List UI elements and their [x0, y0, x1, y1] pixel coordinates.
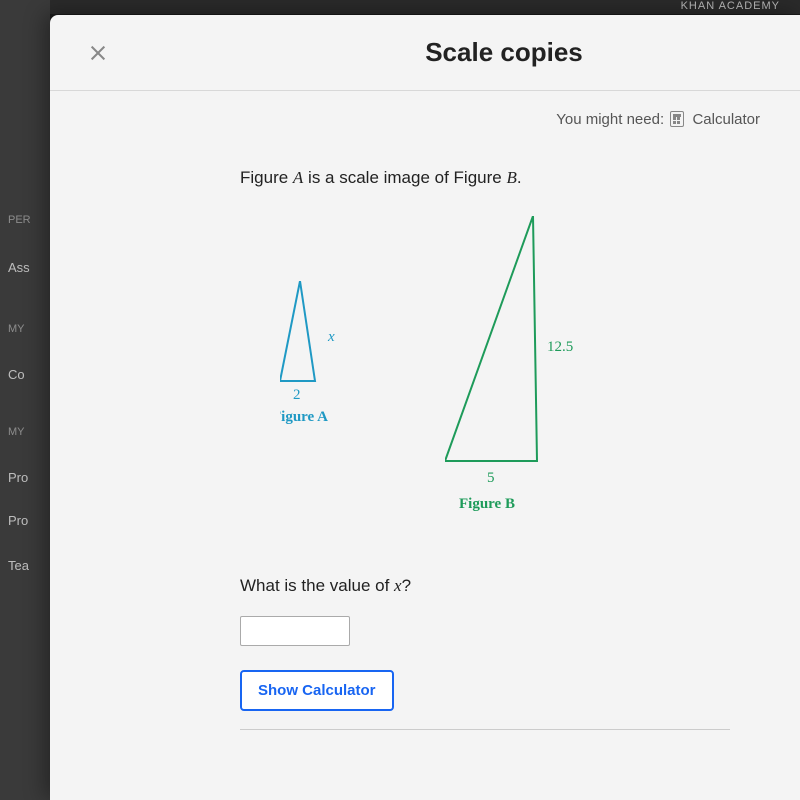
sidebar-label: Tea [0, 554, 50, 577]
helper-tool: Calculator [692, 111, 760, 128]
sidebar-label: Co [0, 363, 50, 386]
figure-a-side-value: x [327, 329, 335, 345]
sidebar-label: MY [0, 422, 50, 442]
figures-area: x 2 Figure A 12.5 5 Figure B [240, 216, 730, 546]
calculator-icon [670, 111, 684, 127]
divider [240, 729, 730, 730]
question-segment: ? [402, 576, 411, 595]
close-icon[interactable] [88, 43, 108, 63]
prompt-segment: . [517, 168, 522, 187]
helper-text: You might need: Calculator [80, 111, 770, 128]
question-segment: What is the value of [240, 576, 394, 595]
figure-a: x 2 Figure A [280, 281, 360, 441]
top-bar-text: KHAN ACADEMY [0, 0, 800, 14]
figure-a-base-value: 2 [293, 387, 301, 403]
figure-a-triangle [280, 281, 315, 381]
helper-prefix: You might need: [556, 111, 664, 128]
figure-b-base-value: 5 [487, 470, 495, 486]
panel-header: Scale copies [50, 15, 800, 91]
sidebar-label: PER [0, 210, 50, 230]
prompt-var-a: A [293, 168, 303, 187]
prompt-var-b: B [506, 168, 516, 187]
answer-input[interactable] [240, 616, 350, 646]
panel-body: You might need: Calculator Figure A is a… [50, 91, 800, 800]
sidebar-label: MY [0, 319, 50, 339]
figure-a-label: Figure A [280, 409, 328, 425]
sidebar-label: Pro [0, 509, 50, 532]
background-sidebar: PER Ass MY Co MY Pro Pro Tea [0, 0, 50, 800]
figure-b: 12.5 5 Figure B [445, 216, 595, 521]
prompt-segment: is a scale image of Figure [303, 168, 506, 187]
show-calculator-button[interactable]: Show Calculator [240, 670, 394, 711]
figure-b-side-value: 12.5 [547, 339, 573, 355]
prompt-text: Figure A is a scale image of Figure B. [240, 168, 730, 188]
exercise-panel: Scale copies You might need: Calculator … [50, 15, 800, 800]
figure-b-triangle [445, 216, 537, 461]
question-text: What is the value of x? [240, 576, 730, 596]
figure-b-label: Figure B [459, 496, 515, 512]
panel-title: Scale copies [238, 37, 770, 68]
prompt-segment: Figure [240, 168, 293, 187]
question-var: x [394, 576, 402, 595]
sidebar-label: Ass [0, 256, 50, 279]
sidebar-label: Pro [0, 466, 50, 489]
exercise-content: Figure A is a scale image of Figure B. x… [240, 168, 730, 730]
